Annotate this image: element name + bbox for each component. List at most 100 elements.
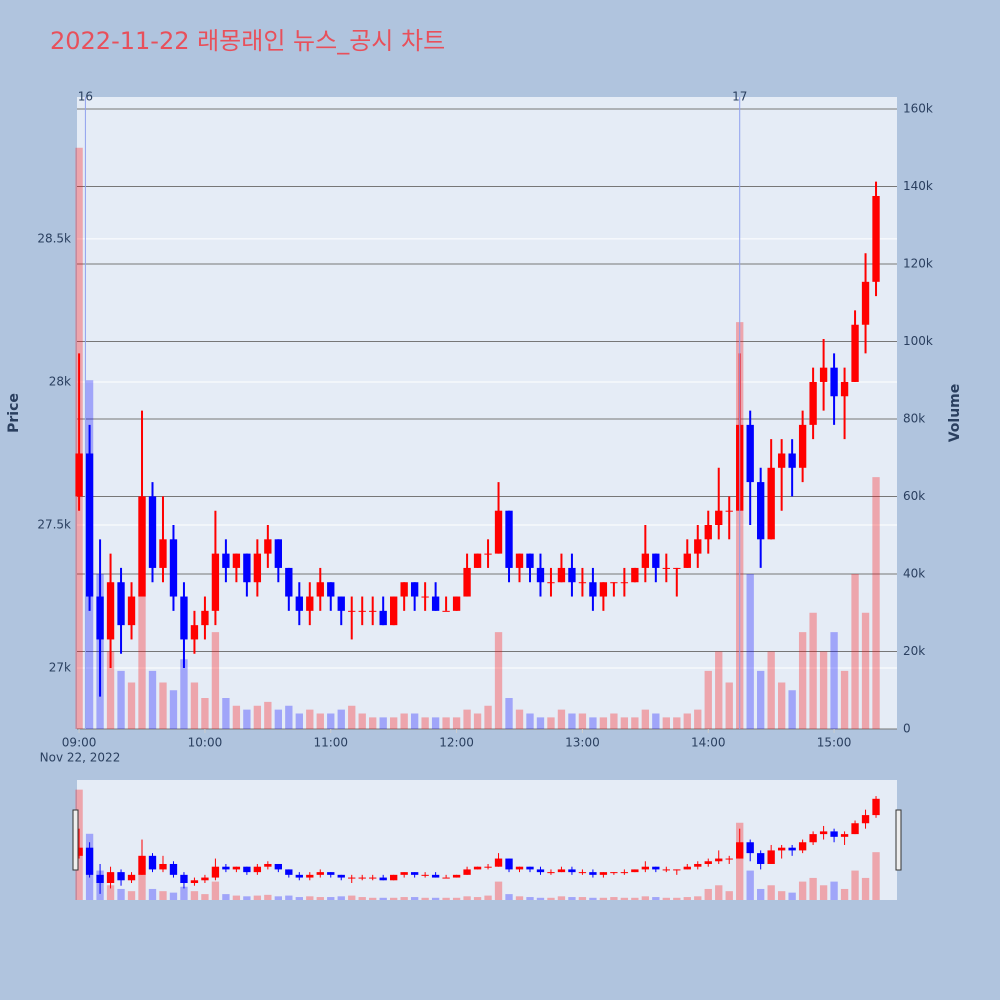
candle-body bbox=[473, 553, 482, 568]
mini-candle-body bbox=[264, 863, 272, 867]
volume-bar bbox=[536, 717, 545, 729]
candle-body bbox=[232, 553, 241, 568]
mini-volume-bar bbox=[694, 896, 702, 900]
candle-body bbox=[777, 453, 786, 468]
volume-bar bbox=[327, 713, 335, 729]
mini-volume-bar bbox=[652, 897, 660, 900]
candle-body bbox=[306, 596, 314, 611]
candle-body bbox=[830, 367, 838, 397]
mini-candle-body bbox=[652, 866, 660, 870]
mini-volume-bar bbox=[348, 895, 356, 900]
volume-bar bbox=[285, 705, 293, 729]
volume-bar bbox=[473, 713, 482, 729]
mini-candle-body bbox=[704, 861, 712, 864]
mini-candle-body bbox=[442, 877, 450, 879]
candle-body bbox=[85, 453, 94, 597]
candle-body bbox=[631, 567, 639, 583]
mini-candle-body bbox=[662, 869, 670, 871]
volume-bar bbox=[620, 717, 629, 729]
volume-bar bbox=[243, 709, 251, 729]
mini-volume-bar bbox=[736, 822, 744, 900]
mini-candle-body bbox=[316, 872, 324, 875]
mini-volume-bar bbox=[872, 852, 880, 900]
candle-body bbox=[547, 582, 555, 584]
mini-volume-bar bbox=[631, 897, 639, 900]
mini-candle-body bbox=[515, 866, 524, 870]
mini-volume-bar bbox=[715, 885, 723, 900]
mini-candle-body bbox=[285, 869, 293, 875]
mini-candle-body bbox=[589, 872, 597, 875]
mini-volume-bar bbox=[295, 897, 303, 900]
candle-body bbox=[201, 610, 209, 626]
slider-handle[interactable] bbox=[72, 809, 79, 871]
mini-volume-bar bbox=[673, 897, 681, 900]
candle-body bbox=[253, 553, 262, 583]
volume-bar bbox=[190, 682, 199, 729]
candle-body bbox=[861, 281, 870, 325]
mini-candle-body bbox=[777, 847, 786, 851]
candle-body bbox=[746, 424, 754, 483]
candle-body bbox=[673, 567, 681, 569]
candle-body bbox=[285, 567, 293, 597]
range-slider[interactable] bbox=[77, 780, 897, 900]
mini-candle-body bbox=[211, 866, 220, 878]
slider-handle[interactable] bbox=[895, 809, 902, 871]
volume-bar bbox=[599, 717, 608, 729]
news-label: 16 bbox=[78, 90, 93, 104]
candle-body bbox=[127, 596, 136, 626]
candle-body bbox=[421, 596, 429, 598]
mini-candle-body bbox=[148, 855, 157, 870]
candle-body bbox=[190, 625, 199, 640]
candle-body bbox=[138, 496, 146, 597]
candle-body bbox=[327, 582, 335, 597]
candle-body bbox=[652, 553, 660, 568]
volume-bar bbox=[819, 651, 828, 729]
mini-candle-body bbox=[243, 866, 251, 873]
volume-bar bbox=[851, 574, 859, 729]
y2-tick-label: 100k bbox=[903, 334, 933, 348]
mini-volume-bar bbox=[777, 891, 786, 900]
mini-candle-body bbox=[379, 877, 387, 881]
mini-candle-body bbox=[861, 815, 870, 824]
y-tick-label: 28.5k bbox=[37, 231, 71, 245]
mini-volume-bar bbox=[819, 885, 828, 900]
mini-candle-body bbox=[851, 823, 859, 835]
mini-candle-body bbox=[557, 869, 566, 873]
x-tick-label: 15:00 bbox=[817, 736, 852, 750]
candle-body bbox=[578, 582, 587, 584]
plot-area bbox=[77, 97, 897, 729]
mini-candle-body bbox=[96, 874, 104, 883]
candle-body bbox=[641, 553, 650, 568]
volume-bar bbox=[589, 717, 597, 729]
candle-body bbox=[620, 582, 629, 584]
volume-bar bbox=[673, 717, 681, 729]
mini-candle-body bbox=[694, 863, 702, 867]
y2-tick-label: 40k bbox=[903, 567, 925, 581]
x-tick-label: 10:00 bbox=[188, 736, 223, 750]
mini-candle-body bbox=[85, 847, 94, 875]
mini-candle-body bbox=[431, 874, 440, 878]
mini-candle-body bbox=[75, 847, 83, 856]
volume-bar bbox=[830, 632, 838, 729]
mini-volume-bar bbox=[840, 888, 849, 900]
mini-candle-body bbox=[494, 858, 503, 867]
candle-body bbox=[390, 596, 398, 626]
mini-candle-body bbox=[169, 863, 178, 875]
mini-candle-body bbox=[201, 877, 209, 881]
mini-candle-body bbox=[568, 869, 576, 873]
candle-body bbox=[568, 567, 576, 583]
mini-volume-bar bbox=[327, 897, 335, 900]
mini-volume-bar bbox=[767, 885, 775, 900]
volume-bar bbox=[568, 713, 576, 729]
volume-bar bbox=[683, 713, 691, 729]
volume-bar bbox=[840, 670, 849, 729]
mini-volume-bar bbox=[463, 896, 471, 900]
mini-candle-body bbox=[369, 877, 377, 879]
mini-volume-bar bbox=[704, 888, 712, 900]
mini-volume-bar bbox=[641, 896, 650, 900]
x-date-label: Nov 22, 2022 bbox=[40, 751, 121, 765]
y-axis-title: Price bbox=[6, 393, 22, 433]
mini-candle-body bbox=[819, 831, 828, 835]
mini-volume-bar bbox=[117, 888, 125, 900]
volume-bar bbox=[274, 709, 282, 729]
